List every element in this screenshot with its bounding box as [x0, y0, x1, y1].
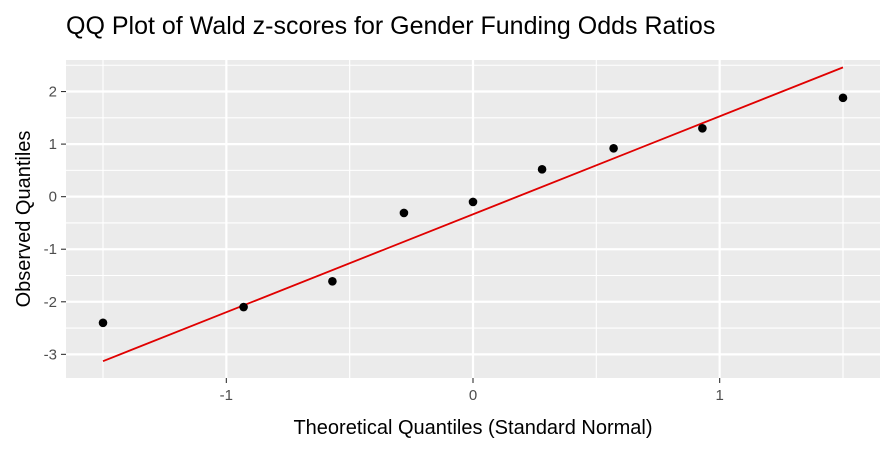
y-tick-label: 2: [49, 84, 57, 101]
reference-line: [102, 66, 844, 363]
data-point: [609, 144, 618, 153]
data-point: [537, 165, 547, 174]
y-tick-label: -2: [44, 294, 57, 311]
x-axis-tick-labels: -1 0 1: [220, 387, 724, 404]
y-tick-label: 1: [49, 136, 57, 153]
data-point: [328, 276, 337, 286]
y-tick-label: -1: [44, 241, 57, 258]
x-axis-ticks: [225, 378, 721, 383]
x-tick-label: -1: [220, 387, 233, 404]
x-axis-title: Theoretical Quantiles (Standard Normal): [293, 417, 652, 439]
y-tick-label: 0: [49, 189, 57, 206]
data-point: [239, 302, 248, 312]
y-tick-label: -3: [44, 346, 57, 363]
chart-title: QQ Plot of Wald z-scores for Gender Fund…: [66, 12, 715, 40]
data-points: [98, 93, 848, 328]
y-axis-title: Observed Quantiles: [13, 131, 35, 308]
x-tick-label: 1: [715, 387, 723, 404]
data-point: [468, 197, 478, 207]
data-point: [98, 318, 108, 328]
x-tick-label: 0: [469, 387, 477, 404]
y-axis-tick-labels: 2 1 0 -1 -2 -3: [44, 84, 57, 364]
data-point: [399, 208, 409, 218]
major-gridlines: [66, 60, 880, 378]
data-point: [698, 124, 707, 133]
data-point: [838, 93, 848, 103]
y-axis-ticks: [61, 90, 66, 355]
